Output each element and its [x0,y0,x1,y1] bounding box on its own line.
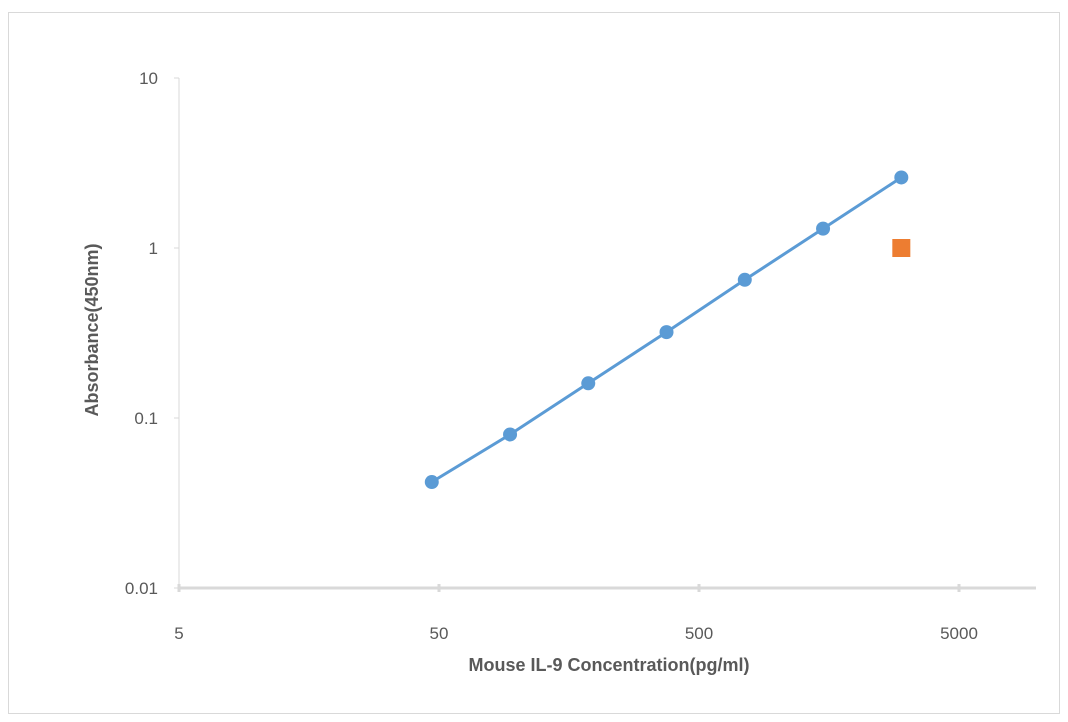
data-point [503,427,518,442]
data-point [581,376,596,391]
y-tick-label: 0.1 [134,409,158,428]
data-point [424,475,439,490]
y-tick-label: 10 [139,69,158,88]
data-point [894,170,909,185]
axes-layer: 0.01 0.1 1 10 5 50 500 5000 [125,69,1036,643]
data-point-square [892,239,911,257]
y-tick-label: 0.01 [125,579,158,598]
data-point [737,272,752,287]
chart-frame [8,12,1060,714]
x-tick-label: 5 [174,624,183,643]
x-tick-label: 5000 [940,624,978,643]
data-point [659,325,674,340]
series-layer [424,170,911,490]
x-axis-title: Mouse IL-9 Concentration(pg/ml) [469,655,750,675]
x-tick-label: 50 [430,624,449,643]
x-tick-label: 500 [685,624,713,643]
y-tick-label: 1 [149,239,158,258]
y-axis-title: Absorbance(450nm) [82,243,102,416]
data-point [816,221,831,236]
